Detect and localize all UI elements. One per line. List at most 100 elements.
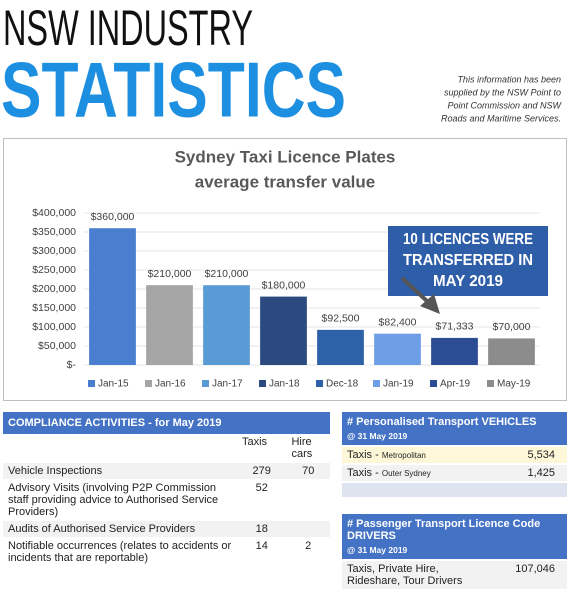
column-header: Hire cars — [291, 436, 313, 460]
table-row: Taxis, Private Hire, Rideshare, Tour Dri… — [342, 560, 567, 589]
drivers-table: # Passenger Transport Licence Code DRIVE… — [342, 514, 567, 589]
y-tick-label: $100,000 — [32, 321, 76, 333]
table-row: Taxis - Metropolitan 5,534 — [342, 446, 567, 464]
legend-swatch — [259, 380, 266, 387]
annotation-box — [388, 226, 548, 296]
value-label: $210,000 — [148, 268, 192, 280]
legend-label: Apr-19 — [440, 379, 470, 390]
value-label: $180,000 — [262, 279, 306, 291]
header-note: Roads and Maritime Services. — [441, 113, 561, 123]
legend-swatch — [430, 380, 437, 387]
header-line2: STATISTICS — [1, 46, 346, 134]
cell: 279 — [252, 465, 271, 477]
legend-label: Jan-19 — [383, 379, 414, 390]
y-tick-label: $350,000 — [32, 226, 76, 238]
cell — [3, 434, 237, 463]
y-tick-label: $200,000 — [32, 283, 76, 295]
row-label: Taxis - Outer Sydney — [342, 464, 495, 482]
legend-label: Dec-18 — [326, 379, 359, 390]
row-value: 5,534 — [494, 446, 567, 464]
header-row: COMPLIANCE ACTIVITIES - for May 2019 — [3, 412, 330, 434]
legend-swatch — [487, 380, 494, 387]
compliance-table: COMPLIANCE ACTIVITIES - for May 2019 Taxi… — [3, 412, 330, 566]
header-and-chart: NSW INDUSTRY STATISTICS This information… — [1, 0, 567, 401]
detail: Outer Sydney — [381, 469, 431, 478]
legend-swatch — [373, 380, 380, 387]
annotation-text: TRANSFERRED IN — [403, 252, 533, 269]
y-tick-label: $400,000 — [32, 207, 76, 219]
cell: 18 — [255, 523, 268, 535]
legend-label: Jan-17 — [212, 379, 243, 390]
bar — [374, 333, 421, 365]
cell: 2 — [305, 540, 312, 552]
annotation-arrowhead — [420, 294, 440, 314]
annotation-text: 10 LICENCES WERE — [403, 231, 533, 248]
chart-title: average transfer value — [195, 172, 376, 191]
y-tick-label: $150,000 — [32, 302, 76, 314]
cell: Notifiable occurrences (relates to accid… — [8, 540, 232, 564]
bar — [203, 285, 250, 365]
column-row: Taxis Hire cars — [3, 434, 330, 463]
value-label: $210,000 — [205, 268, 249, 280]
header-row: # Personalised Transport VEHICLES @ 31 Ma… — [342, 412, 567, 446]
chart-title: Sydney Taxi Licence Plates — [175, 147, 396, 166]
annotation-text: MAY 2019 — [433, 273, 503, 290]
panel-header: # Personalised Transport VEHICLES @ 31 Ma… — [342, 412, 567, 446]
table-title: COMPLIANCE ACTIVITIES - for May 2019 — [3, 412, 330, 434]
value-label: $82,400 — [379, 316, 417, 328]
bar — [488, 338, 535, 365]
table-row: Advisory Visits (involving P2P Commissio… — [3, 479, 330, 521]
value-label: $70,000 — [493, 321, 531, 333]
column-header: Taxis — [241, 436, 268, 448]
value-label: $360,000 — [91, 211, 135, 223]
y-tick-label: $250,000 — [32, 264, 76, 276]
cell — [286, 521, 330, 538]
bar — [260, 296, 307, 365]
legend-swatch — [88, 380, 95, 387]
annotation-arrow — [400, 276, 430, 304]
legend-label: Jan-15 — [98, 379, 129, 390]
row-label: Taxis - Metropolitan — [342, 446, 495, 464]
legend-swatch — [145, 380, 152, 387]
bar — [317, 329, 364, 365]
header-note: Point Commission and NSW — [447, 100, 562, 110]
header-note: supplied by the NSW Point to — [444, 87, 561, 97]
cell: 52 — [255, 482, 268, 494]
panel-header: # Passenger Transport Licence Code DRIVE… — [342, 514, 567, 560]
header-line1: NSW INDUSTRY — [3, 0, 253, 56]
cell: Audits of Authorised Service Providers — [8, 523, 196, 535]
y-tick-label: $300,000 — [32, 245, 76, 257]
value-label: $71,333 — [436, 321, 474, 333]
blank-cell — [342, 482, 567, 497]
row-label: Taxis, Private Hire, Rideshare, Tour Dri… — [342, 560, 492, 589]
header-note: This information has been — [457, 74, 561, 84]
panel-title: # Passenger Transport Licence Code DRIVE… — [347, 518, 541, 542]
row-value: 107,046 — [492, 560, 567, 589]
y-tick-label: $- — [67, 359, 77, 371]
cell: Advisory Visits (involving P2P Commissio… — [8, 482, 219, 518]
legend-swatch — [316, 380, 323, 387]
cell: 14 — [255, 540, 268, 552]
label: Taxis - — [347, 467, 379, 479]
cell: Vehicle Inspections — [8, 465, 103, 477]
legend-swatch — [202, 380, 209, 387]
row-value: 1,425 — [494, 464, 567, 482]
table-row: Notifiable occurrences (relates to accid… — [3, 537, 330, 567]
blank-row — [342, 482, 567, 497]
vehicles-table: # Personalised Transport VEHICLES @ 31 Ma… — [342, 412, 567, 497]
label: Taxis, Private Hire, Rideshare, Tour Dri… — [347, 563, 463, 587]
cell — [286, 480, 330, 521]
panel-date: @ 31 May 2019 — [347, 431, 408, 441]
label: Taxis - — [347, 449, 379, 461]
bar — [431, 337, 478, 365]
legend-label: Jan-18 — [269, 379, 300, 390]
y-tick-label: $50,000 — [38, 340, 76, 352]
bar — [146, 285, 193, 365]
table-row: Audits of Authorised Service Providers 18 — [3, 520, 330, 538]
legend-label: May-19 — [497, 379, 531, 390]
detail: Metropolitan — [381, 451, 426, 460]
cell: 70 — [302, 465, 315, 477]
value-label: $92,500 — [322, 313, 360, 325]
panel-title: # Personalised Transport VEHICLES — [347, 416, 537, 428]
